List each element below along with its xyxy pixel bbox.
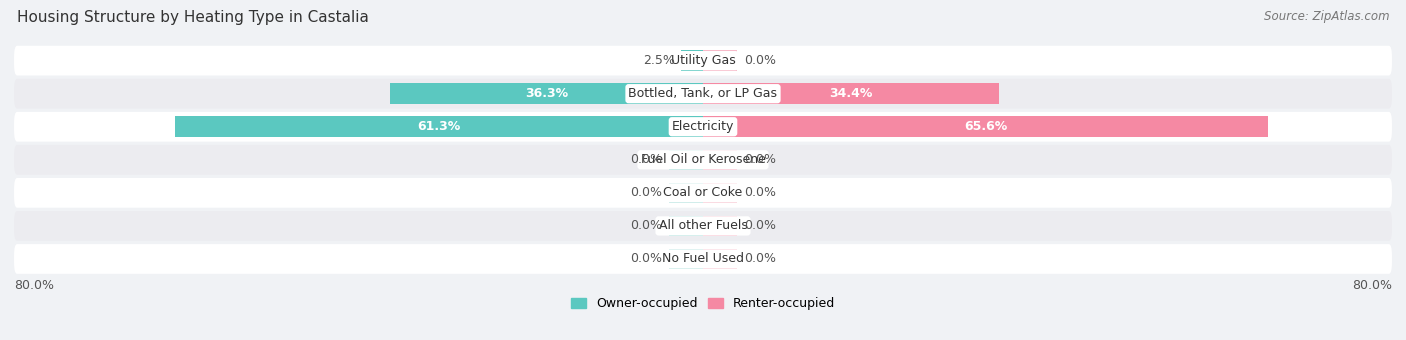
Text: 0.0%: 0.0% (630, 186, 662, 199)
Bar (703, 50, 738, 71)
FancyBboxPatch shape (14, 244, 1392, 274)
Text: No Fuel Used: No Fuel Used (662, 253, 744, 266)
Text: 65.6%: 65.6% (965, 120, 1007, 133)
FancyBboxPatch shape (14, 211, 1392, 241)
Bar (703, 216, 738, 236)
Text: 36.3%: 36.3% (524, 87, 568, 100)
Text: Bottled, Tank, or LP Gas: Bottled, Tank, or LP Gas (628, 87, 778, 100)
Bar (669, 150, 703, 170)
Text: 0.0%: 0.0% (630, 219, 662, 233)
FancyBboxPatch shape (14, 178, 1392, 208)
Bar (682, 50, 703, 71)
Bar (703, 117, 1268, 137)
FancyBboxPatch shape (14, 145, 1392, 175)
FancyBboxPatch shape (14, 46, 1392, 75)
Text: 80.0%: 80.0% (1353, 279, 1392, 292)
Text: All other Fuels: All other Fuels (658, 219, 748, 233)
Text: 0.0%: 0.0% (630, 253, 662, 266)
Bar (176, 117, 703, 137)
Text: 0.0%: 0.0% (744, 153, 776, 166)
Text: Coal or Coke: Coal or Coke (664, 186, 742, 199)
Text: Utility Gas: Utility Gas (671, 54, 735, 67)
Text: Source: ZipAtlas.com: Source: ZipAtlas.com (1264, 10, 1389, 23)
FancyBboxPatch shape (14, 112, 1392, 142)
Bar (703, 249, 738, 269)
Text: Electricity: Electricity (672, 120, 734, 133)
Text: 80.0%: 80.0% (14, 279, 53, 292)
Text: 0.0%: 0.0% (744, 186, 776, 199)
Text: 2.5%: 2.5% (643, 54, 675, 67)
Bar (391, 83, 703, 104)
Text: Housing Structure by Heating Type in Castalia: Housing Structure by Heating Type in Cas… (17, 10, 368, 25)
Text: 34.4%: 34.4% (830, 87, 873, 100)
FancyBboxPatch shape (14, 79, 1392, 108)
Bar (703, 183, 738, 203)
Text: 0.0%: 0.0% (744, 54, 776, 67)
Bar (669, 216, 703, 236)
Bar (703, 150, 738, 170)
Text: 61.3%: 61.3% (418, 120, 461, 133)
Legend: Owner-occupied, Renter-occupied: Owner-occupied, Renter-occupied (567, 292, 839, 316)
Text: 0.0%: 0.0% (630, 153, 662, 166)
Text: 0.0%: 0.0% (744, 219, 776, 233)
Bar (703, 83, 1000, 104)
Bar (669, 183, 703, 203)
Bar (669, 249, 703, 269)
Text: 0.0%: 0.0% (744, 253, 776, 266)
Text: Fuel Oil or Kerosene: Fuel Oil or Kerosene (641, 153, 765, 166)
